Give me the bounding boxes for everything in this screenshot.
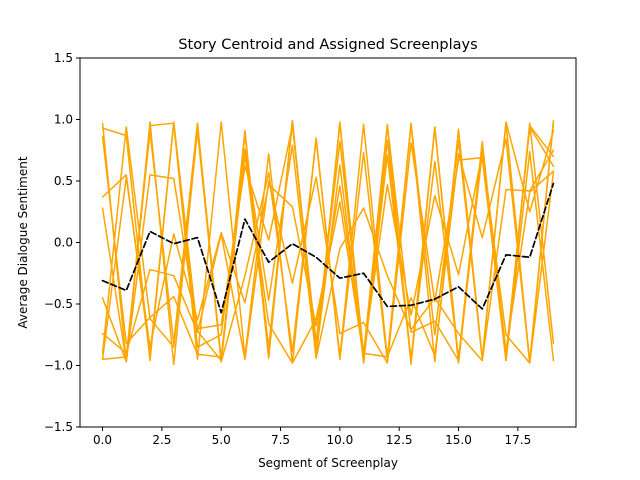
y-tick-label: 0.0 (54, 236, 73, 250)
screenplay-line (101, 151, 555, 364)
x-tick-label: 7.5 (271, 433, 290, 447)
x-tick-label: 10.0 (327, 433, 354, 447)
y-tick-label: −1.0 (44, 359, 73, 373)
screenplay-line (101, 121, 555, 364)
x-tick-label: 17.5 (504, 433, 531, 447)
x-tick-label: 12.5 (386, 433, 413, 447)
x-tick-label: 15.0 (445, 433, 472, 447)
y-tick-label: 1.5 (54, 51, 73, 65)
y-tick-label: 1.0 (54, 113, 73, 127)
y-axis-label: Average Dialogue Sentiment (16, 156, 30, 328)
series-layer (101, 119, 555, 366)
x-tick-label: 5.0 (212, 433, 231, 447)
x-tick-label: 2.5 (152, 433, 171, 447)
y-tick-label: 0.5 (54, 174, 73, 188)
x-tick-label: 0.0 (93, 433, 112, 447)
x-axis-label: Segment of Screenplay (258, 456, 398, 470)
y-axis: −1.5 −1.0 −0.5 0.0 0.5 1.0 1.5 (44, 51, 80, 434)
chart-title: Story Centroid and Assigned Screenplays (178, 37, 477, 53)
screenplay-line (101, 135, 555, 362)
centroid-line (101, 182, 555, 314)
y-tick-label: −1.5 (44, 420, 73, 434)
x-axis: 0.0 2.5 5.0 7.5 10.0 12.5 15.0 17.5 (93, 427, 531, 447)
y-tick-label: −0.5 (44, 297, 73, 311)
